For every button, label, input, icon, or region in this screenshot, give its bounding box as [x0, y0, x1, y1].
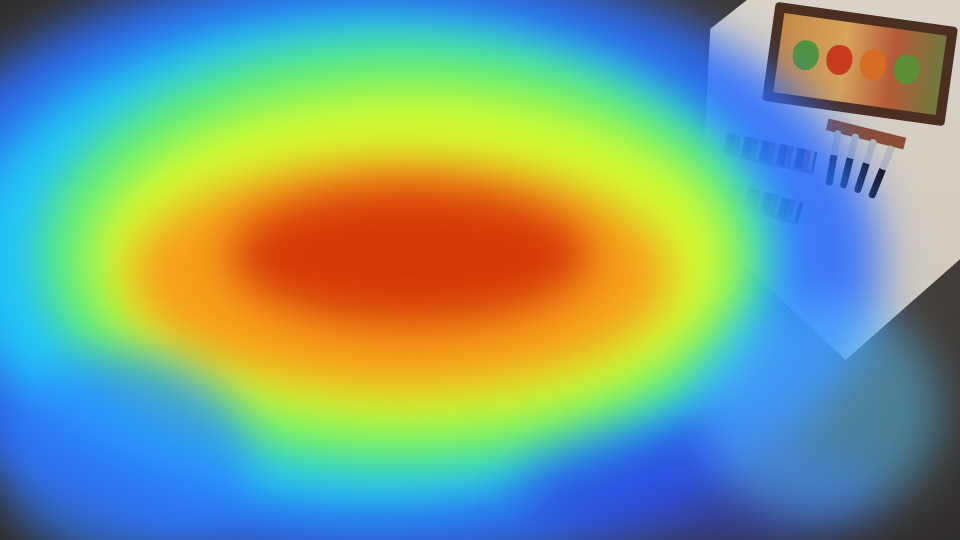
countertop — [110, 285, 730, 313]
stove — [250, 186, 610, 296]
green-pepper-2 — [891, 52, 922, 87]
red-pepper — [824, 43, 855, 77]
orange-pepper — [858, 48, 888, 82]
green-pepper — [790, 38, 821, 73]
painting-canvas — [773, 12, 947, 116]
